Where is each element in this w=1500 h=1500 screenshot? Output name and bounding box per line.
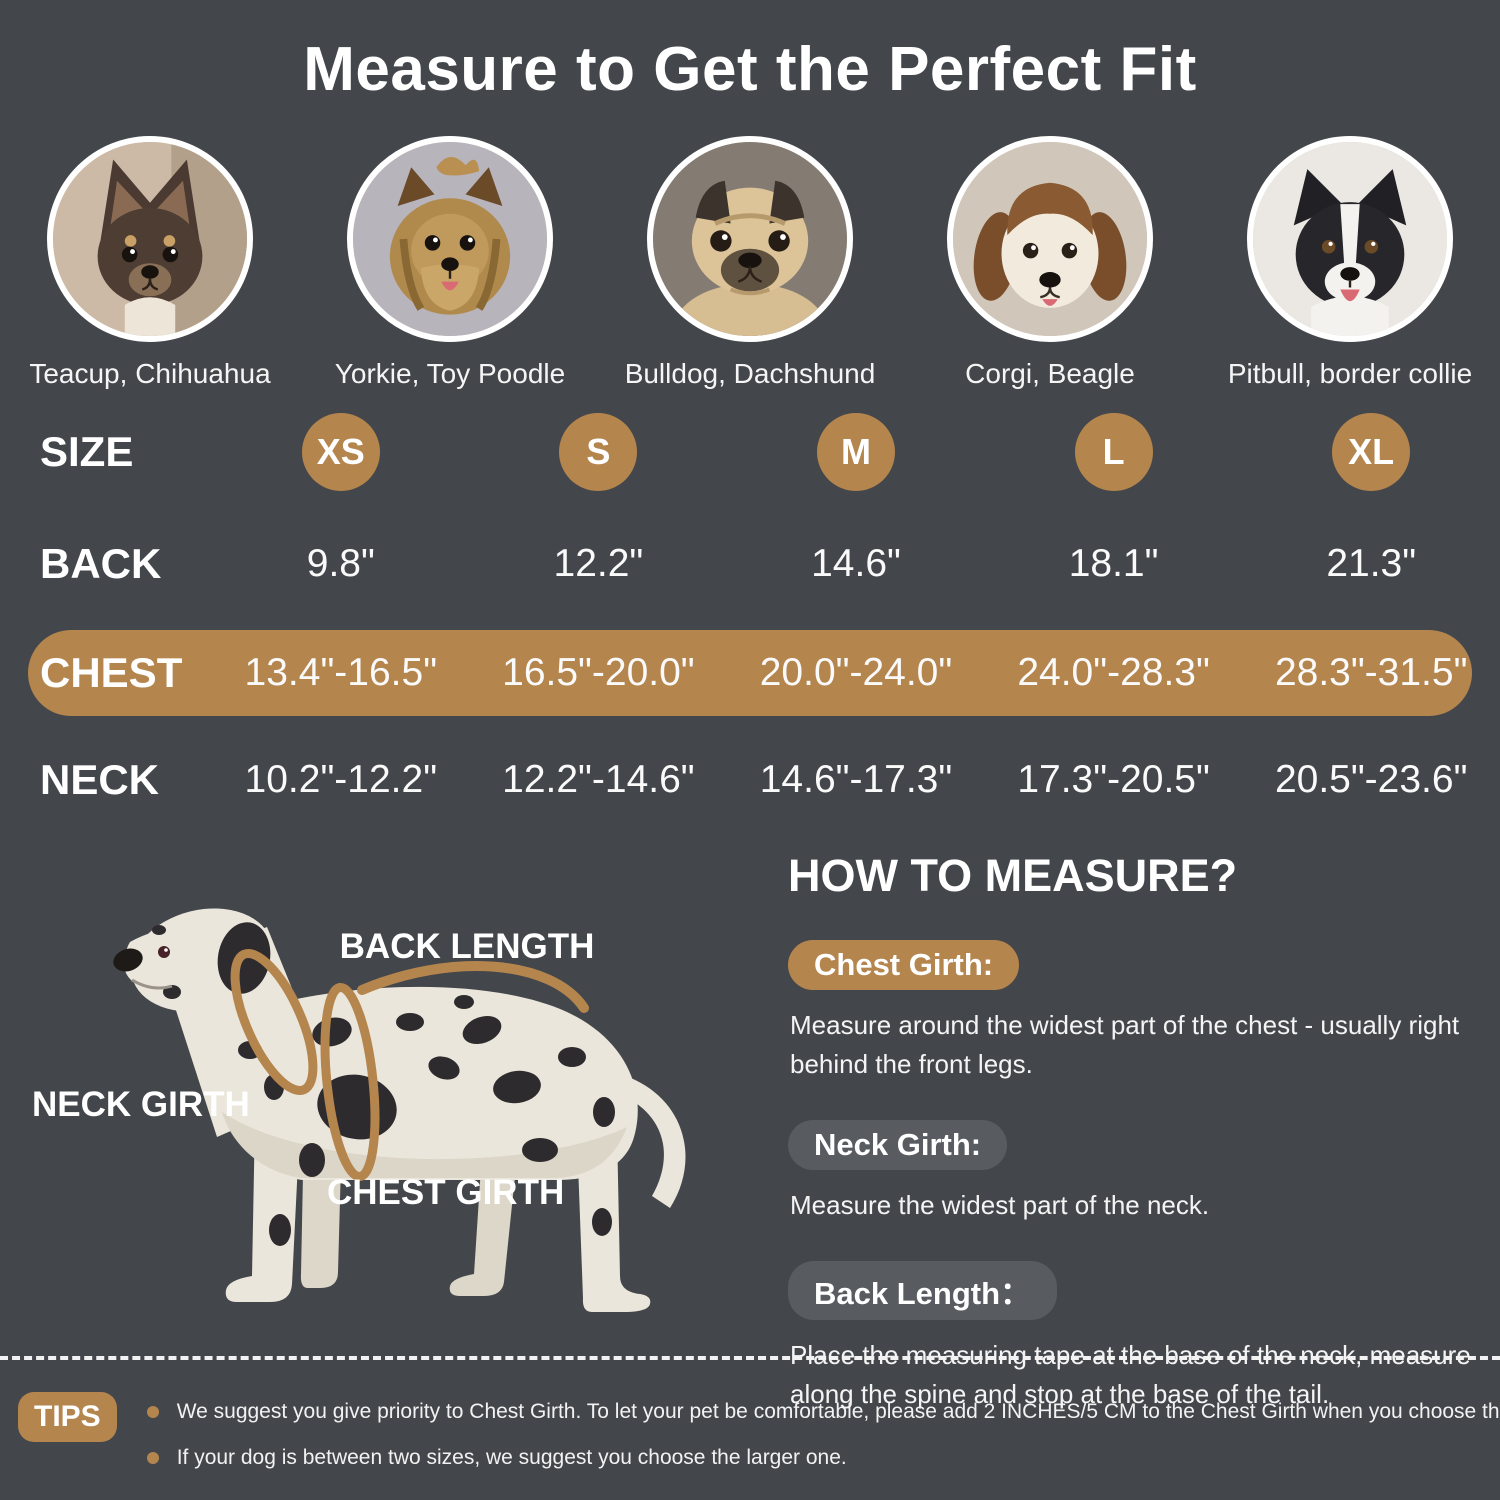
tip-text: If your dog is between two sizes, we sug… bbox=[176, 1446, 847, 1469]
breed-label: Pitbull, border collie bbox=[1227, 358, 1473, 389]
dog-photo-yorkie bbox=[347, 136, 553, 342]
row-label-chest: CHEST bbox=[40, 649, 183, 696]
dog-photo-beagle bbox=[947, 136, 1153, 342]
dalmatian-illustration: BACK LENGTH NECK GIRTH CHEST GIRTH bbox=[32, 908, 686, 1312]
neck-value: 20.5"-23.6" bbox=[1274, 758, 1468, 801]
breed-label: Teacup, Chihuahua bbox=[29, 358, 271, 389]
back-value: 9.8" bbox=[306, 542, 375, 585]
border-collie-illustration bbox=[1253, 142, 1447, 336]
bullet-dot-icon bbox=[146, 1452, 159, 1464]
back-value: 18.1" bbox=[1068, 542, 1159, 585]
row-label-neck: NECK bbox=[40, 756, 160, 803]
back-length-section: Back Length： Place the measuring tape at… bbox=[788, 1261, 1488, 1414]
measuring-tape-lines bbox=[230, 949, 589, 1182]
table-row-neck: NECK 10.2"-12.2" 12.2"-14.6" 14.6"-17.3"… bbox=[0, 744, 1500, 816]
chest-value: 20.0"-24.0" bbox=[759, 651, 953, 694]
tips-section: TIPS We suggest you give priority to Che… bbox=[18, 1392, 1500, 1492]
chest-girth-badge: Chest Girth: bbox=[788, 940, 1020, 990]
chest-value: 28.3"-31.5" bbox=[1274, 651, 1468, 694]
neck-value: 14.6"-17.3" bbox=[759, 758, 953, 801]
how-to-measure-section: HOW TO MEASURE? Chest Girth: Measure aro… bbox=[788, 850, 1488, 1450]
breed-column-xs: Teacup, Chihuahua bbox=[0, 136, 300, 390]
pug-illustration bbox=[653, 142, 847, 336]
chest-value: 24.0"-28.3" bbox=[1017, 651, 1210, 694]
back-length-text: Place the measuring tape at the base of … bbox=[790, 1340, 1471, 1409]
dog-photo-pug bbox=[647, 136, 853, 342]
back-length-badge: Back Length： bbox=[788, 1261, 1058, 1320]
breed-column-m: Bulldog, Dachshund bbox=[600, 136, 900, 390]
dog-eye bbox=[158, 946, 170, 958]
size-badge-xl: XL bbox=[1332, 413, 1411, 491]
tips-badge: TIPS bbox=[18, 1392, 117, 1442]
size-table: SIZE XS S M L XL BACK 9.8" 12.2" 14.6" 1… bbox=[0, 402, 1500, 816]
back-value: 12.2" bbox=[553, 542, 644, 585]
dog-photo-chihuahua bbox=[47, 136, 253, 342]
size-badge-m: M bbox=[816, 413, 895, 491]
how-to-measure-title: HOW TO MEASURE? bbox=[788, 850, 1238, 901]
neck-girth-section: Neck Girth: Measure the widest part of t… bbox=[788, 1120, 1488, 1225]
neck-value: 10.2"-12.2" bbox=[244, 758, 438, 801]
table-row-chest-highlighted: CHEST 13.4"-16.5" 16.5"-20.0" 20.0"-24.0… bbox=[0, 630, 1500, 716]
breed-column-xl: Pitbull, border collie bbox=[1200, 136, 1500, 390]
neck-value: 17.3"-20.5" bbox=[1017, 758, 1210, 801]
back-value: 21.3" bbox=[1326, 542, 1417, 585]
breed-label: Bulldog, Dachshund bbox=[624, 358, 876, 389]
tip-text: We suggest you give priority to Chest Gi… bbox=[176, 1400, 1500, 1423]
row-label-size: SIZE bbox=[40, 428, 134, 475]
size-badge-xs: XS bbox=[301, 413, 380, 491]
yorkie-illustration bbox=[353, 142, 547, 336]
chest-value: 16.5"-20.0" bbox=[502, 651, 695, 694]
neck-girth-badge: Neck Girth: bbox=[788, 1120, 1008, 1170]
breed-photo-row: Teacup, Chihuahua Yorkie, Toy Poodle bbox=[0, 136, 1500, 390]
table-row-back: BACK 9.8" 12.2" 14.6" 18.1" 21.3" bbox=[0, 528, 1500, 600]
diagram-label-back-length: BACK LENGTH bbox=[340, 927, 595, 966]
diagram-label-neck-girth: NECK GIRTH bbox=[32, 1085, 250, 1124]
dog-nose bbox=[113, 948, 143, 972]
row-label-back: BACK bbox=[40, 540, 162, 587]
diagram-label-chest-girth: CHEST GIRTH bbox=[327, 1173, 564, 1212]
tip-item: If your dog is between two sizes, we sug… bbox=[146, 1446, 1500, 1470]
size-badge-s: S bbox=[559, 413, 638, 491]
tip-item: We suggest you give priority to Chest Gi… bbox=[146, 1400, 1500, 1424]
breed-column-l: Corgi, Beagle bbox=[900, 136, 1200, 390]
chihuahua-illustration bbox=[53, 142, 247, 336]
table-row-size: SIZE XS S M L XL bbox=[0, 402, 1500, 502]
chest-girth-text: Measure around the widest part of the ch… bbox=[790, 1010, 1460, 1079]
breed-column-s: Yorkie, Toy Poodle bbox=[300, 136, 600, 390]
back-value: 14.6" bbox=[811, 542, 901, 585]
bullet-dot-icon bbox=[146, 1406, 159, 1418]
size-badge-l: L bbox=[1074, 413, 1153, 491]
breed-label: Yorkie, Toy Poodle bbox=[334, 358, 566, 389]
page-title: Measure to Get the Perfect Fit bbox=[303, 35, 1197, 104]
measurement-diagram: BACK LENGTH NECK GIRTH CHEST GIRTH bbox=[12, 872, 760, 1350]
chest-girth-section: Chest Girth: Measure around the widest p… bbox=[788, 940, 1488, 1084]
tip-list: We suggest you give priority to Chest Gi… bbox=[146, 1392, 1500, 1492]
neck-girth-text: Measure the widest part of the neck. bbox=[790, 1190, 1210, 1220]
beagle-illustration bbox=[953, 142, 1147, 336]
neck-value: 12.2"-14.6" bbox=[502, 758, 695, 801]
chest-value: 13.4"-16.5" bbox=[244, 651, 438, 694]
dog-photo-border-collie bbox=[1247, 136, 1453, 342]
breed-label: Corgi, Beagle bbox=[965, 358, 1135, 389]
dashed-divider bbox=[0, 1356, 1500, 1360]
